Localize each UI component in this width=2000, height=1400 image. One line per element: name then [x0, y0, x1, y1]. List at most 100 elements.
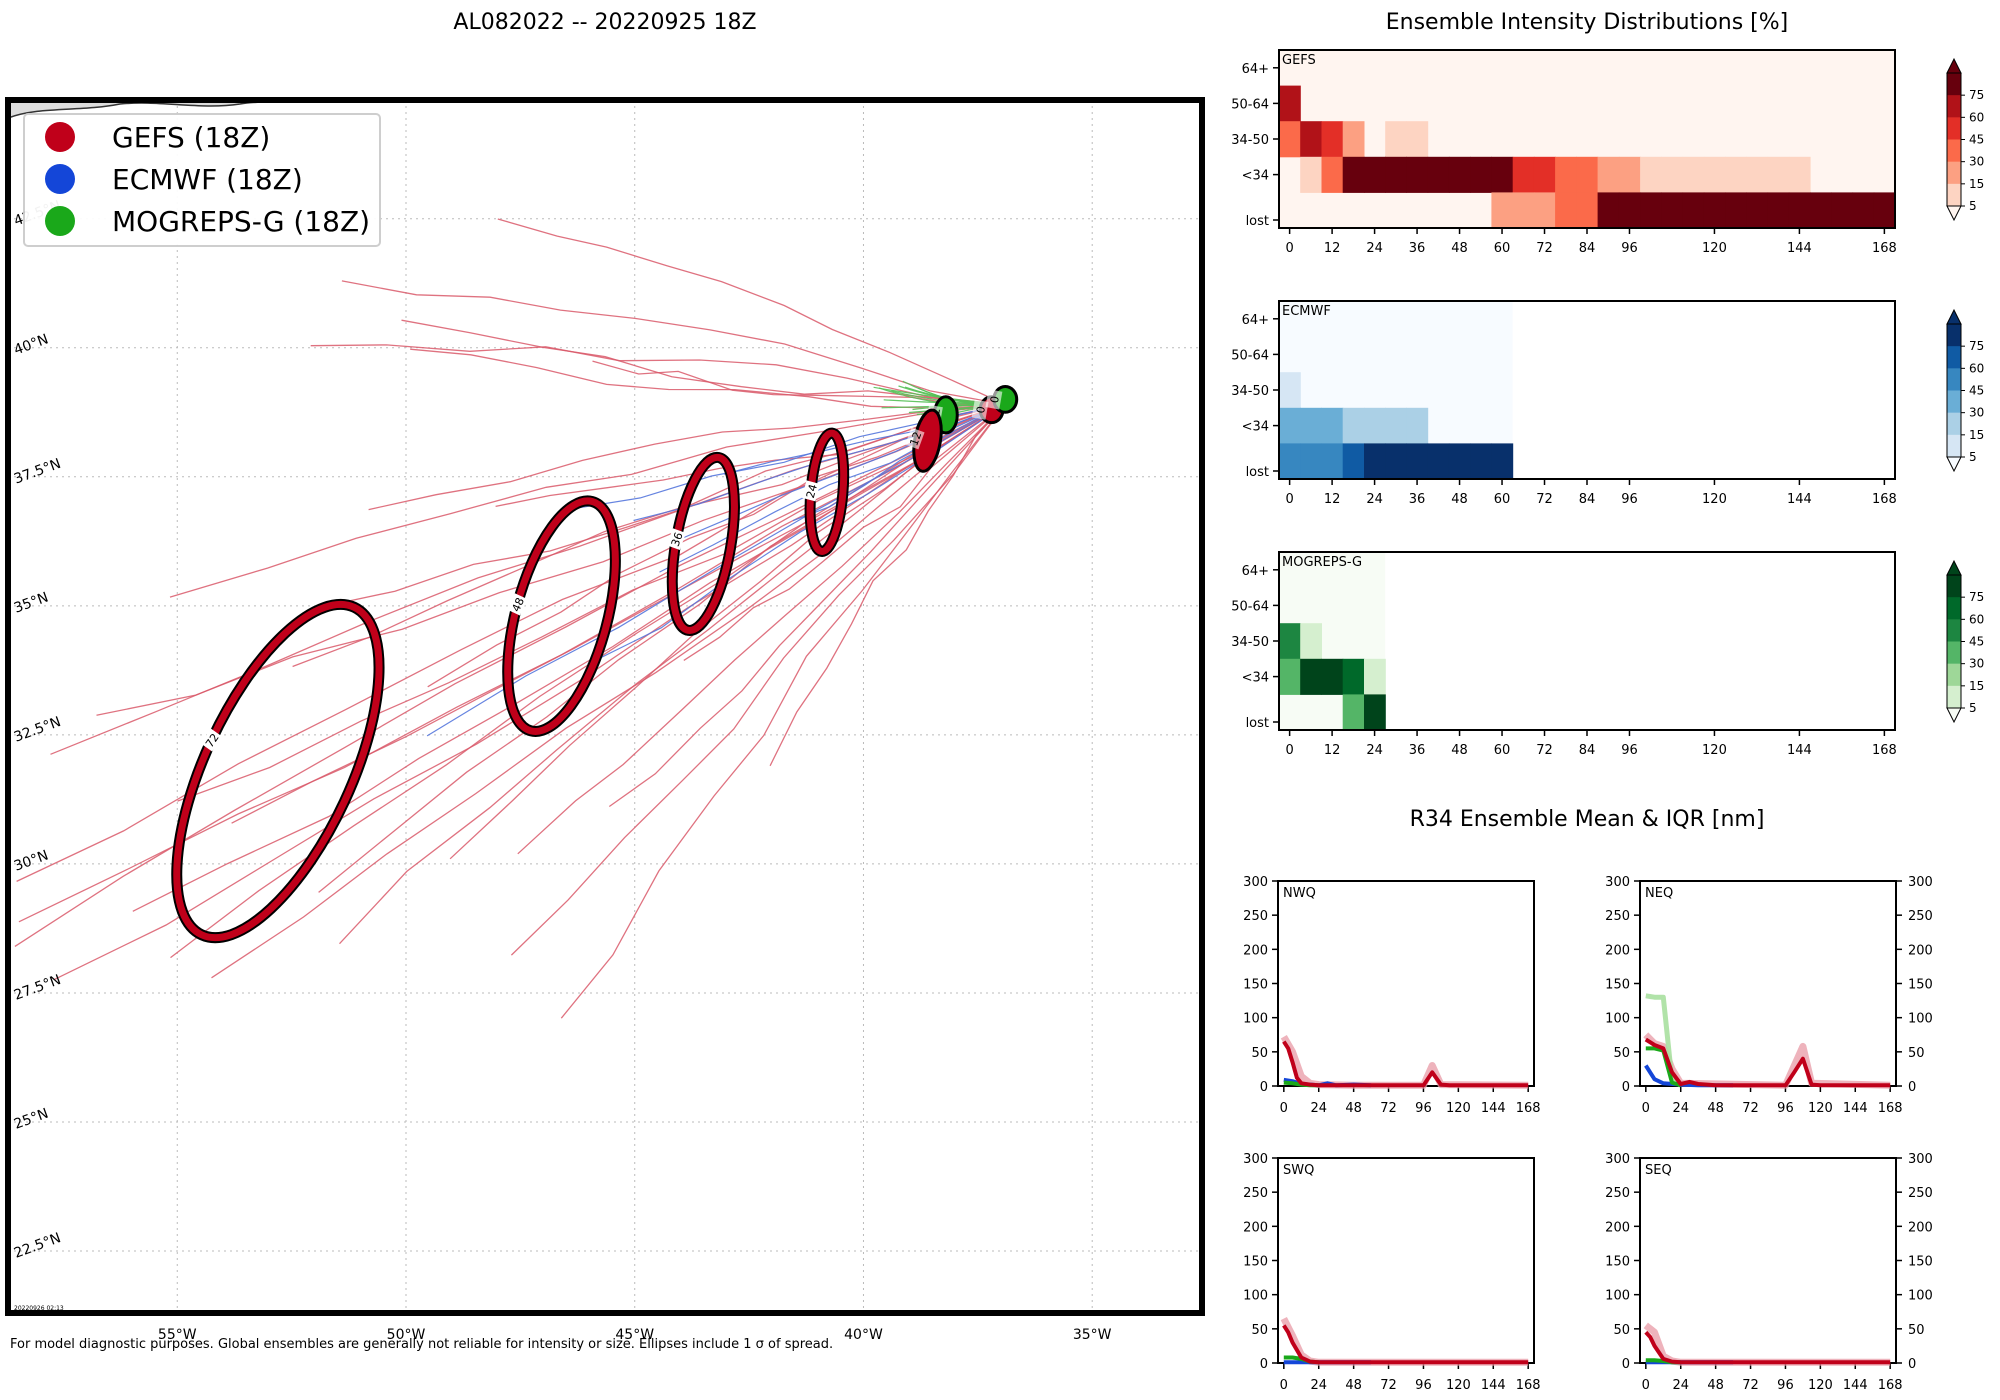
heatmap-x-tick-label: 60 — [1494, 241, 1511, 256]
heatmap-x-tick-label: 120 — [1702, 492, 1727, 507]
r34-y-tick-label-left: 200 — [1605, 943, 1630, 958]
heatmap-cell — [1512, 192, 1535, 229]
heatmap-label: GEFS — [1282, 53, 1316, 68]
heatmap-x-tick-label: 168 — [1872, 492, 1897, 507]
r34-neq-panel: NEQ0050501001001501502002002502503003000… — [1605, 875, 1933, 1116]
heatmap-cell — [1448, 156, 1471, 193]
heatmap-cell — [1279, 658, 1301, 695]
heatmap-cell — [1342, 658, 1365, 695]
colorbar-tick-label: 45 — [1969, 635, 1984, 649]
colorbar-bottom-arrow — [1946, 456, 1962, 473]
heatmap-cell — [1300, 658, 1322, 695]
heatmap-cell — [1746, 156, 1769, 193]
heatmap-x-tick-label: 12 — [1324, 241, 1341, 256]
gefs-member-track — [310, 344, 1006, 406]
heatmap-cell — [1300, 156, 1322, 193]
heatmap-cell — [1470, 443, 1492, 480]
r34-x-tick-label: 120 — [1808, 1101, 1833, 1116]
heatmap-cell — [1300, 407, 1322, 444]
colorbar-segment — [1947, 139, 1961, 163]
ellipse-label-bg — [985, 389, 1003, 410]
r34-seq-panel: SEQ0050501001001501502002002502503003000… — [1605, 1152, 1933, 1393]
colorbar-segment — [1947, 95, 1961, 118]
r34-x-tick-label: 72 — [1380, 1101, 1397, 1116]
gefs-member-track — [341, 280, 1006, 406]
heatmap-x-tick-label: 24 — [1366, 743, 1383, 758]
r34-y-tick-label-left: 200 — [1605, 1220, 1630, 1235]
heatmap-x-tick-label: 60 — [1494, 743, 1511, 758]
heatmap-x-tick-label: 84 — [1579, 743, 1596, 758]
legend-marker-0 — [45, 122, 75, 152]
r34-x-tick-label: 0 — [1642, 1101, 1650, 1116]
r34-x-tick-label: 168 — [1878, 1101, 1903, 1116]
r34-y-tick-label-left: 200 — [1243, 943, 1268, 958]
heatmap-cell — [1427, 156, 1450, 193]
ellipse-hour-label-group: 24 — [801, 480, 821, 502]
heatmap-cell — [1767, 156, 1790, 193]
heatmap-cell — [1576, 192, 1599, 229]
heatmap-row-label: 34-50 — [1231, 133, 1269, 148]
r34-y-tick-label-left: 0 — [1622, 1080, 1630, 1095]
r34-y-tick-label-left: 300 — [1605, 1152, 1630, 1167]
heatmap-x-tick-label: 144 — [1787, 492, 1812, 507]
ecmwf-intensity-panel: ECMWF 64+ 50-64 34-50 <34 lost 0 12 24 36 48 60 72 84… — [1231, 300, 1984, 507]
r34-y-tick-label-left: 100 — [1605, 1289, 1630, 1304]
r34-label: NEQ — [1645, 886, 1673, 901]
heatmap-x-tick-label: 84 — [1579, 241, 1596, 256]
heatmap-x-tick-label: 144 — [1787, 241, 1812, 256]
heatmap-cell — [1533, 156, 1556, 193]
r34-x-tick-label: 120 — [1446, 1101, 1471, 1116]
r34-y-tick-label-left: 100 — [1605, 1012, 1630, 1027]
r34-y-tick-label-left: 250 — [1605, 909, 1630, 924]
r34-y-tick-label: 300 — [1908, 1152, 1933, 1167]
heatmap-x-tick-label: 72 — [1536, 492, 1553, 507]
heatmap-cell — [1364, 658, 1386, 695]
heatmap-cell — [1279, 407, 1301, 444]
r34-series-gefs — [1282, 1324, 1529, 1365]
r34-y-tick-label: 300 — [1908, 875, 1933, 890]
colorbar-tick-label: 30 — [1969, 657, 1984, 671]
heatmap-cell — [1385, 407, 1407, 444]
heatmap-cell — [1279, 121, 1301, 158]
heatmap-cell — [1852, 192, 1875, 229]
r34-x-tick-label: 96 — [1415, 1101, 1432, 1116]
colorbar-segment — [1947, 324, 1961, 347]
r34-series-gefs — [1644, 1330, 1891, 1365]
ellipse-hour-label-group: 36 — [666, 528, 686, 550]
heatmap-x-tick-label: 0 — [1285, 743, 1293, 758]
r34-y-tick-label-left: 50 — [1251, 1323, 1268, 1338]
heatmap-x-tick-label: 48 — [1451, 492, 1468, 507]
r34-y-tick-label-left: 300 — [1243, 875, 1268, 890]
heatmap-row-label: 34-50 — [1231, 635, 1269, 650]
r34-title: R34 Ensemble Mean & IQR [nm] — [1410, 807, 1765, 832]
gefs-member-track — [592, 360, 1006, 406]
heatmap-cell — [1810, 192, 1832, 229]
heatmap-cell — [1618, 192, 1641, 229]
heatmap-x-tick-label: 48 — [1451, 743, 1468, 758]
heatmap-row-label: lost — [1246, 716, 1269, 731]
r34-y-tick-label-left: 0 — [1260, 1080, 1268, 1095]
colorbar-segment — [1947, 434, 1961, 458]
heatmap-cell — [1576, 156, 1599, 193]
r34-y-tick-label-left: 150 — [1605, 978, 1630, 993]
heatmap-cell — [1640, 156, 1662, 193]
colorbar-segment — [1947, 183, 1961, 207]
colorbar-top-arrow — [1946, 308, 1962, 325]
gefs-member-track — [683, 404, 1006, 661]
r34-y-tick-label-left: 300 — [1605, 875, 1630, 890]
colorbar-tick-label: 15 — [1969, 177, 1984, 191]
heatmap-cell — [1406, 407, 1429, 444]
heatmap-row-label: <34 — [1242, 420, 1269, 435]
colorbar-segment — [1947, 390, 1961, 414]
heatmap-row-label: <34 — [1242, 169, 1269, 184]
ellipse-hour-label: 36 — [669, 531, 686, 549]
gefs-member-track — [169, 403, 1006, 598]
heatmap-row-label: lost — [1246, 465, 1269, 480]
r34-y-tick-label: 250 — [1908, 1186, 1933, 1201]
gefs-member-track — [608, 404, 1006, 808]
heatmap-cell — [1703, 156, 1726, 193]
colorbar-tick-label: 60 — [1969, 612, 1984, 626]
heatmap-x-tick-label: 168 — [1872, 743, 1897, 758]
ellipse-label-bg — [666, 528, 686, 550]
heatmap-cell — [1342, 694, 1365, 731]
